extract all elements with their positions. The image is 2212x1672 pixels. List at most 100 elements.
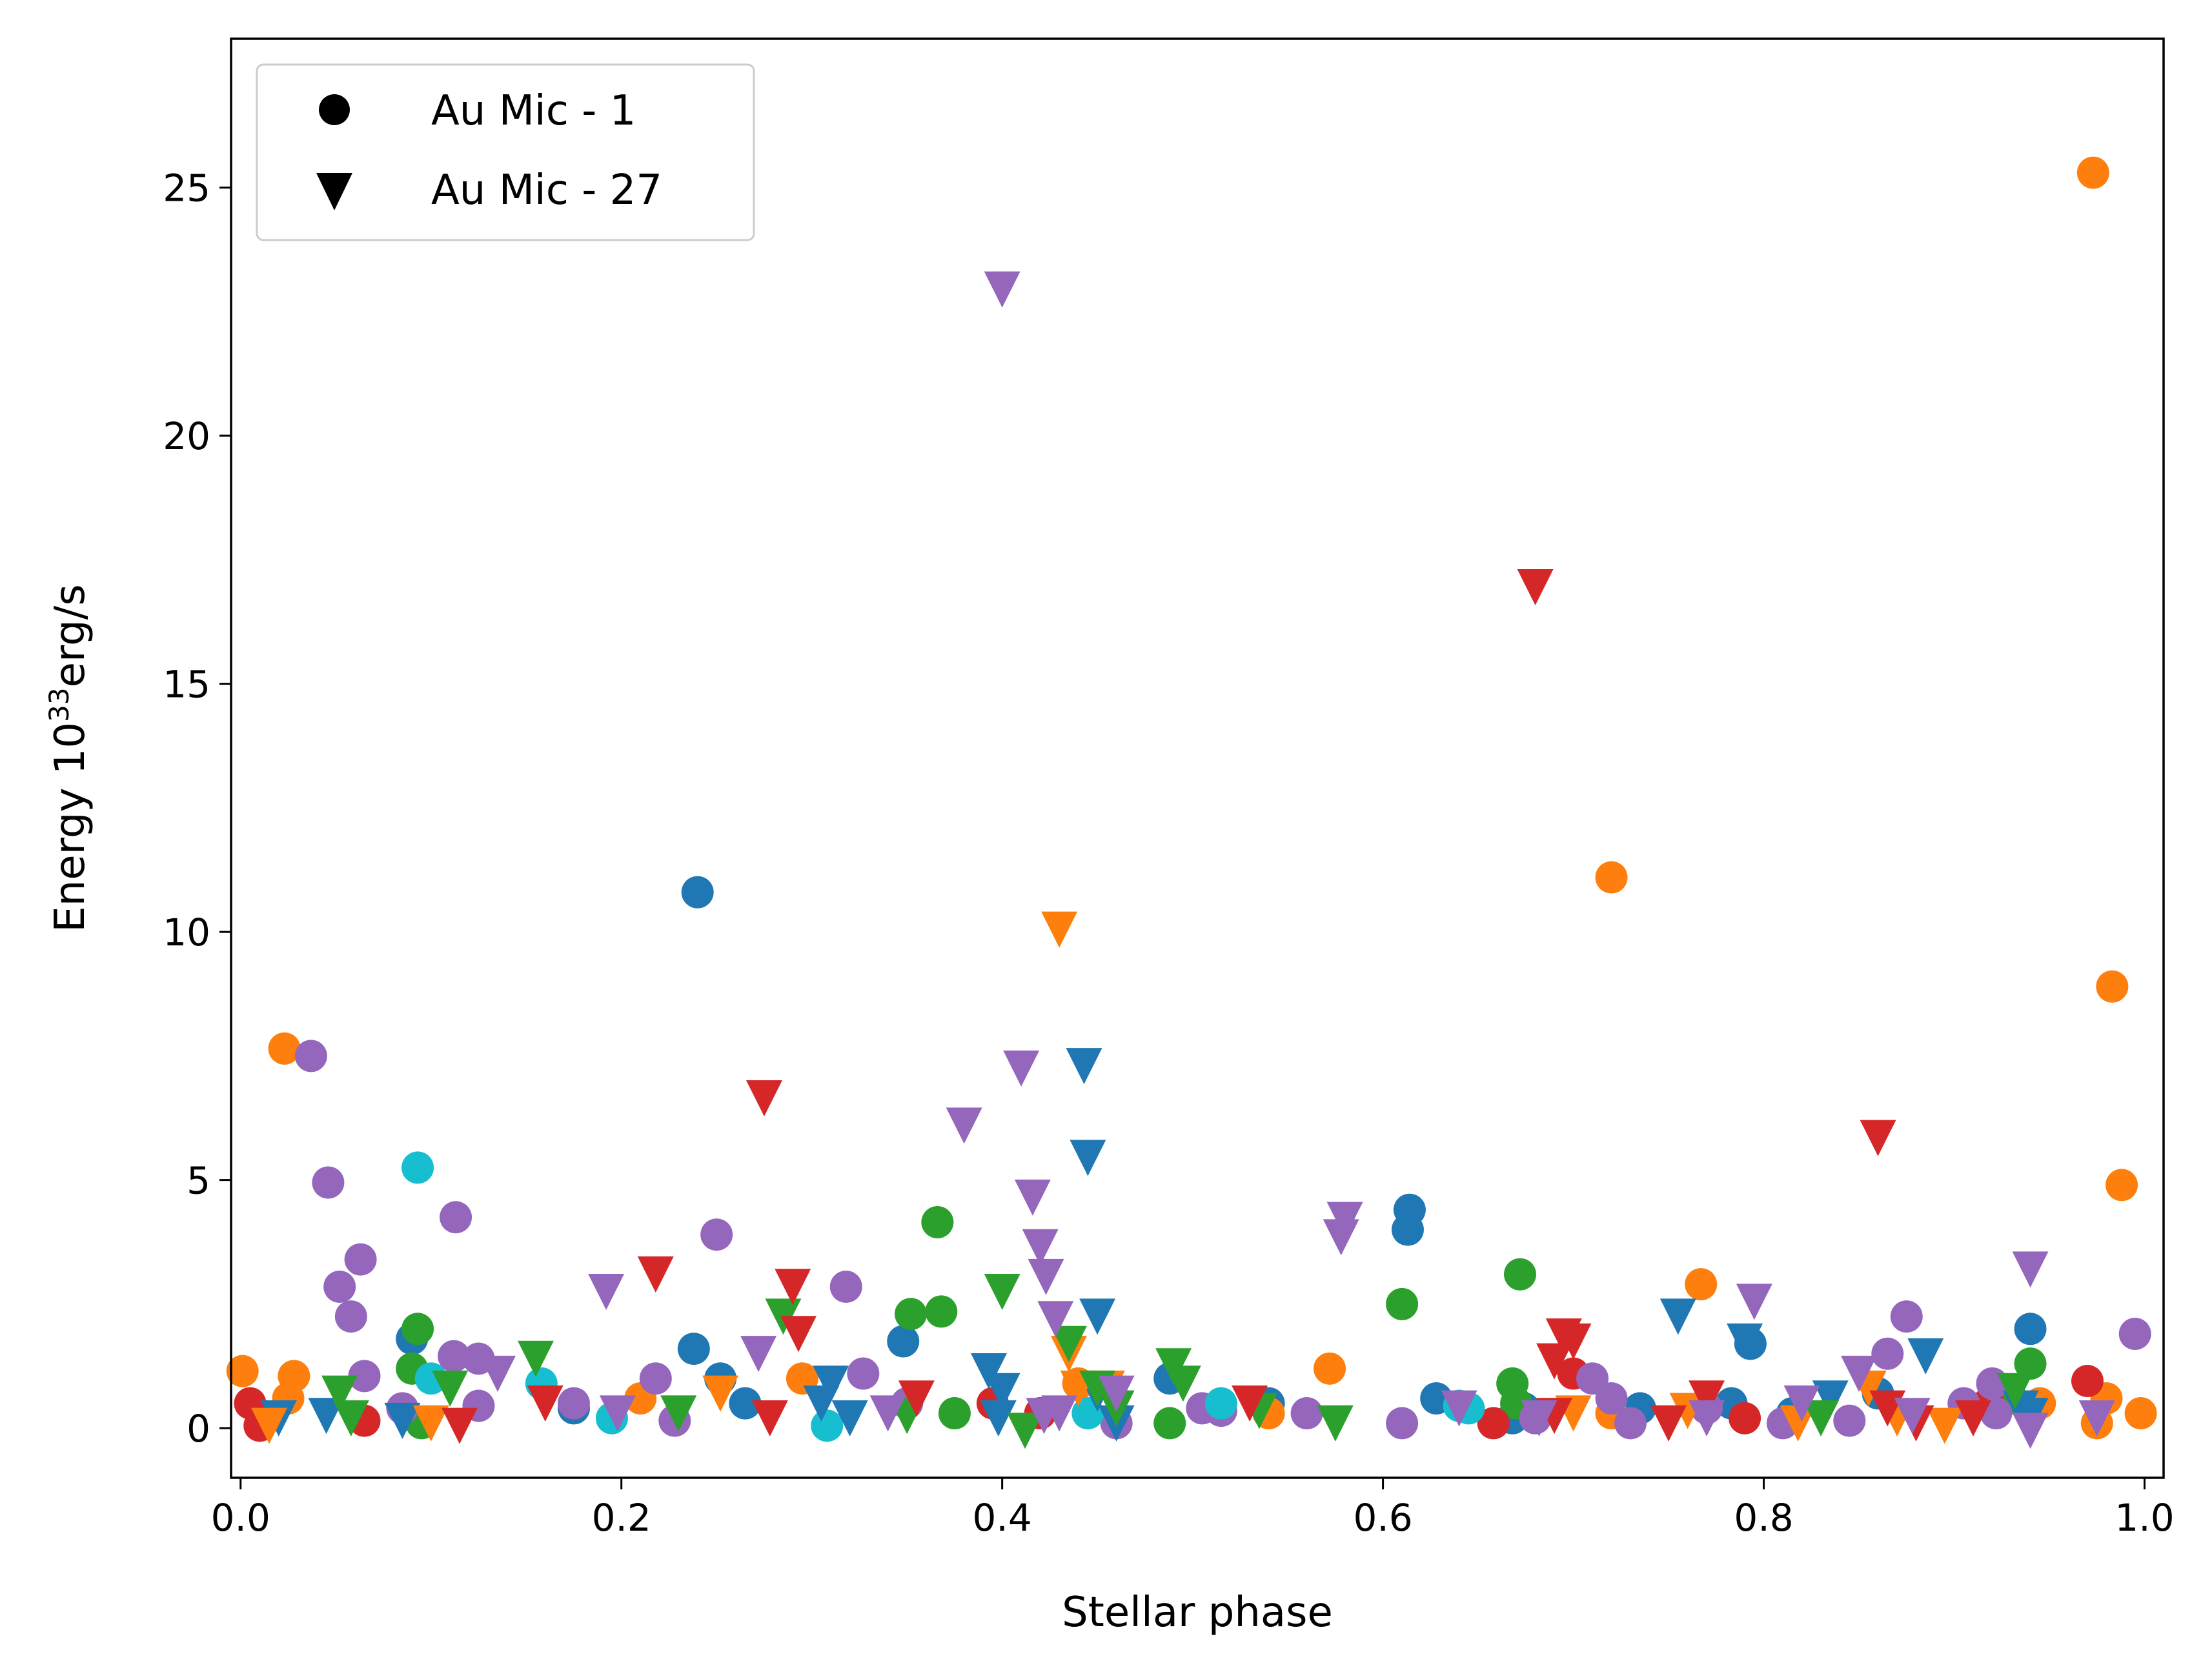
triangle-point-red [780,1316,817,1353]
triangle-point-green [1007,1413,1044,1449]
legend-box [256,63,755,241]
circle-point-blue [681,876,714,909]
circle-point-orange [2105,1169,2138,1202]
y-tick-label: 0 [187,1407,210,1451]
circle-point-red [2071,1365,2104,1398]
circle-point-purple [294,1040,327,1073]
circle-point-orange [226,1355,259,1387]
circle-point-purple [334,1300,367,1333]
triangle-point-purple [1841,1355,1878,1392]
triangle-point-blue [1079,1298,1116,1335]
circle-point-orange [2096,970,2129,1003]
circle-point-green [401,1313,434,1345]
triangle-point-purple [1014,1179,1051,1216]
x-tick-label: 0.0 [211,1496,270,1540]
y-tick-label: 10 [163,911,210,954]
x-tick-label: 1.0 [2115,1496,2174,1540]
triangle-point-purple [740,1336,777,1373]
circle-point-purple [344,1243,377,1276]
triangle-point-blue [984,1373,1020,1409]
triangle-point-purple [1098,1375,1135,1412]
x-tick-label: 0.4 [973,1496,1032,1540]
circle-point-green [938,1397,971,1430]
circle-point-purple [829,1270,862,1303]
y-axis-ticks: 0 5 10 15 20 25 [163,166,231,1451]
triangle-point-red [441,1407,478,1444]
circle-point-purple [1614,1407,1647,1440]
triangle-point-red [637,1256,674,1293]
y-axis-label-exponent: 33 [43,687,75,721]
circle-point-cyan [414,1362,447,1395]
circle-point-purple [639,1362,672,1395]
circle-point-blue [2014,1313,2047,1345]
triangle-point-purple [946,1107,982,1144]
circle-point-purple [440,1201,472,1234]
x-tick-label: 0.8 [1734,1496,1793,1540]
triangle-point-purple [1028,1258,1064,1295]
circle-point-purple [323,1270,356,1303]
triangle-point-blue [1070,1140,1106,1176]
triangle-point-orange [1041,911,1078,948]
circle-point-orange [268,1032,301,1065]
triangle-point-purple [1521,1400,1558,1437]
triangle-point-green [660,1395,697,1432]
y-tick-label: 20 [163,414,210,458]
triangle-point-blue [1727,1323,1763,1360]
triangle-point-purple [1022,1229,1059,1265]
x-axis-label: Stellar phase [1062,1589,1333,1637]
triangle-point-red [1232,1385,1268,1422]
y-axis-label-main: Energy 10 [46,722,94,932]
circle-point-orange [2124,1397,2157,1430]
circle-point-cyan [1204,1387,1237,1420]
circle-point-purple [312,1166,345,1199]
triangle-point-purple [2078,1400,2115,1437]
circle-point-orange [1314,1352,1346,1385]
triangle-point-purple [599,1395,636,1432]
triangle-point-green [1996,1373,2033,1409]
triangle-point-red [751,1400,788,1437]
triangle-point-red [1650,1405,1687,1442]
triangle-point-red [1517,569,1554,606]
triangle-point-green [1317,1405,1354,1442]
circle-point-purple [438,1340,471,1373]
x-tick-label: 0.6 [1353,1496,1412,1540]
data-markers [226,156,2157,1449]
y-axis-label-unit: erg/s [46,584,94,687]
triangle-point-purple [1736,1284,1772,1320]
triangle-point-purple [1037,1301,1074,1338]
circle-point-purple [847,1357,880,1390]
triangle-point-green [432,1370,469,1407]
circle-point-blue [887,1325,920,1358]
triangle-point-blue [803,1385,840,1422]
triangle-point-orange [1780,1405,1816,1442]
circle-point-purple [700,1218,733,1251]
triangle-point-green [1803,1400,1840,1437]
x-axis-ticks: 0.0 0.2 0.4 0.6 0.8 1.0 [211,1478,2175,1540]
circle-point-red [1729,1402,1761,1435]
circle-point-purple [557,1387,590,1420]
legend-circle-marker [319,94,350,125]
circle-point-purple [2118,1318,2151,1350]
circle-point-green [1503,1258,1536,1291]
legend: Au Mic - 1 Au Mic - 27 [256,63,755,241]
circle-point-purple [1290,1397,1323,1430]
legend-triangle-marker [316,173,352,210]
circle-point-red [1477,1407,1510,1440]
legend-label-au-mic-1: Au Mic - 1 [431,87,636,135]
triangle-point-blue [980,1400,1017,1437]
triangle-point-red [1955,1400,1992,1437]
circle-point-blue [729,1387,762,1420]
triangle-point-green [1050,1325,1087,1362]
circle-point-blue [1391,1213,1424,1246]
triangle-point-red [527,1385,563,1422]
circle-point-orange [1685,1268,1718,1301]
circle-point-green [921,1205,954,1238]
circle-point-purple [1871,1337,1904,1370]
y-tick-label: 5 [187,1159,210,1203]
triangle-point-purple [869,1395,906,1432]
triangle-point-red [1689,1380,1725,1417]
triangle-point-red [1860,1120,1896,1156]
circle-point-green [895,1298,928,1331]
triangle-point-red [746,1080,782,1117]
